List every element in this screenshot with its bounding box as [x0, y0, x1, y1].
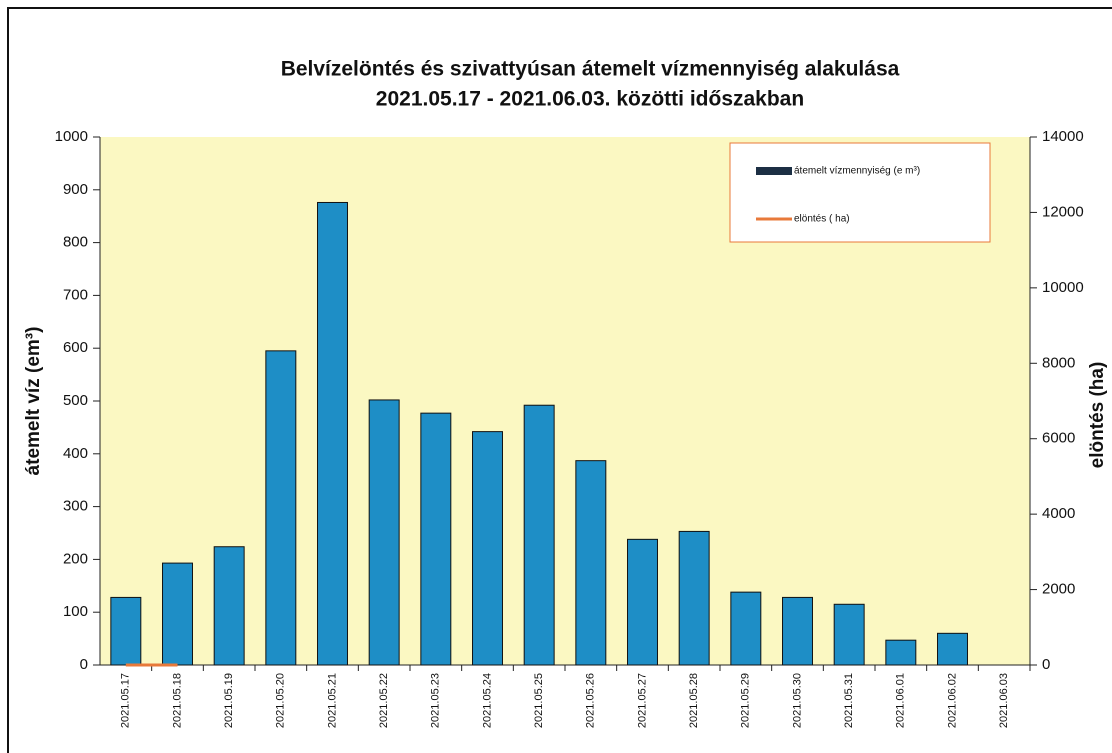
bar	[782, 596, 813, 666]
bar	[575, 460, 607, 666]
y-tick-label: 0	[80, 656, 88, 673]
x-tick-label: 2021.05.23	[430, 673, 442, 728]
bar	[162, 562, 193, 666]
x-tick-label: 2021.05.20	[275, 673, 287, 728]
x-tick-label: 2021.05.19	[223, 673, 235, 728]
legend-label: átemelt vízmennyiség (e m³)	[794, 166, 920, 177]
bar	[420, 412, 452, 666]
bar	[110, 596, 142, 666]
y-tick-label: 900	[63, 181, 88, 198]
x-tick-label: 2021.05.30	[791, 673, 803, 728]
x-tick-label: 2021.05.25	[533, 673, 545, 728]
x-tick-label: 2021.05.31	[843, 673, 855, 728]
bar	[730, 591, 762, 666]
bar	[265, 350, 297, 666]
x-tick-label: 2021.05.17	[120, 673, 132, 728]
y2-tick-label: 12000	[1042, 203, 1084, 220]
bar	[368, 399, 400, 666]
y-tick-label: 600	[63, 339, 88, 356]
x-tick-label: 2021.05.24	[481, 673, 493, 728]
y-tick-label: 1000	[55, 128, 88, 145]
legend-box	[729, 142, 991, 243]
x-tick-label: 2021.05.18	[171, 673, 183, 728]
bar	[678, 530, 710, 666]
bar	[472, 431, 503, 666]
bar	[627, 538, 658, 666]
x-tick-label: 2021.05.22	[378, 673, 390, 728]
y2-tick-label: 14000	[1042, 128, 1084, 145]
x-tick-label: 2021.05.27	[636, 673, 648, 728]
x-tick-label: 2021.06.02	[946, 673, 958, 728]
bar	[317, 201, 348, 666]
y2-tick-label: 10000	[1042, 279, 1084, 296]
legend-label: elöntés ( ha)	[794, 214, 850, 225]
bar	[937, 632, 968, 666]
y-tick-label: 800	[63, 234, 88, 251]
y2-axis-title: elöntés (ha)	[1087, 362, 1108, 469]
y2-tick-label: 2000	[1042, 581, 1075, 598]
bar	[885, 639, 917, 666]
y-axis-title: átemelt víz (em³)	[23, 327, 44, 476]
y-tick-label: 100	[63, 603, 88, 620]
x-tick-label: 2021.05.29	[740, 673, 752, 728]
chart-subtitle: 2021.05.17 - 2021.06.03. közötti időszak…	[376, 88, 804, 111]
y2-tick-label: 0	[1042, 656, 1050, 673]
y2-tick-label: 8000	[1042, 354, 1075, 371]
x-tick-label: 2021.05.28	[688, 673, 700, 728]
y2-tick-label: 4000	[1042, 505, 1075, 522]
x-tick-label: 2021.05.21	[326, 673, 338, 728]
y2-tick-label: 6000	[1042, 430, 1075, 447]
bar	[213, 546, 245, 666]
y-tick-label: 300	[63, 498, 88, 515]
bar	[523, 404, 555, 666]
y-tick-label: 200	[63, 550, 88, 567]
x-tick-label: 2021.06.03	[998, 673, 1010, 728]
y-tick-label: 700	[63, 286, 88, 303]
legend-swatch	[756, 167, 792, 175]
chart-title: Belvízelöntés és szivattyúsan átemelt ví…	[281, 58, 900, 81]
y-tick-label: 500	[63, 392, 88, 409]
y-tick-label: 400	[63, 445, 88, 462]
bar	[833, 603, 865, 666]
frame	[7, 7, 1112, 753]
x-tick-label: 2021.06.01	[895, 673, 907, 728]
x-tick-label: 2021.05.26	[585, 673, 597, 728]
